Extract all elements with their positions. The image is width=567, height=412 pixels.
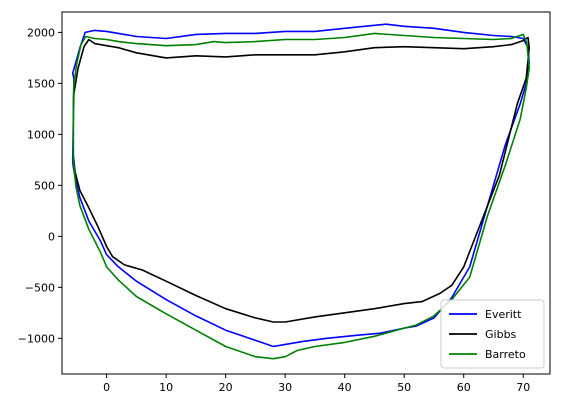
legend-label-everitt: Everitt <box>485 308 522 321</box>
plot-frame <box>61 11 551 375</box>
x-tick-label: 70 <box>516 381 530 394</box>
y-tick-label: 2000 <box>27 26 55 39</box>
y-tick-label: 0 <box>48 230 55 243</box>
legend-label-barreto: Barreto <box>485 348 526 361</box>
x-tick-label: 10 <box>159 381 173 394</box>
series-layer <box>71 23 530 360</box>
y-tick-label: 1500 <box>27 77 55 90</box>
legend: Everitt Gibbs Barreto <box>440 299 545 369</box>
series-line-gibbs <box>72 36 530 323</box>
y-tick-label: −500 <box>25 281 55 294</box>
x-tick-label: 50 <box>397 381 411 394</box>
y-tick-label: 1000 <box>27 128 55 141</box>
x-tick-label: 60 <box>457 381 471 394</box>
series-line-barreto <box>72 32 530 360</box>
x-tick-label: 30 <box>278 381 292 394</box>
x-tick-label: 0 <box>103 381 110 394</box>
y-tick-label: −1000 <box>18 332 55 345</box>
y-tick-label: 500 <box>34 179 55 192</box>
axis-layer: 0 10 20 30 40 50 60 70 −1000 −500 0 500 1000 1500 2000 <box>18 26 530 394</box>
legend-label-gibbs: Gibbs <box>485 328 517 341</box>
legend-box <box>440 299 545 369</box>
x-tick-label: 40 <box>338 381 352 394</box>
x-tick-label: 20 <box>219 381 233 394</box>
